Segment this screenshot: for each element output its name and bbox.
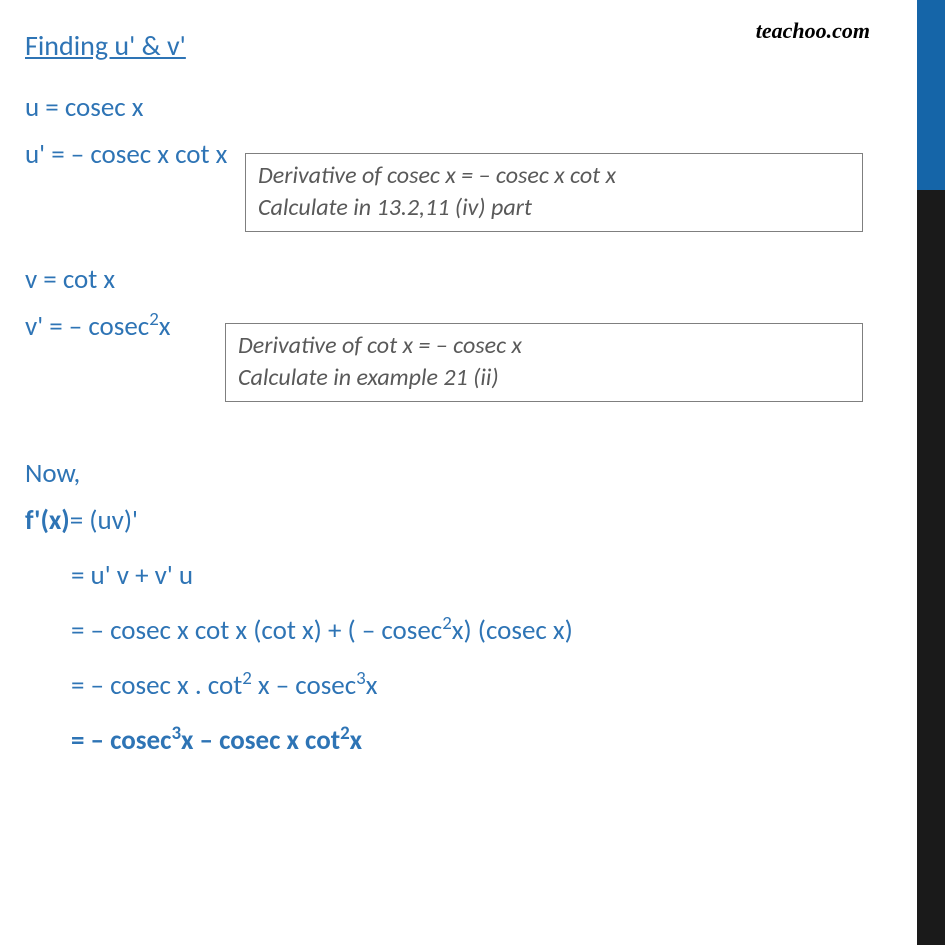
step2-c: x) (cosec x) — [452, 614, 573, 647]
section-heading: Finding u' & v' — [25, 28, 895, 63]
v-deriv-post: x — [159, 310, 171, 343]
fprime-lhs: f'(x) — [25, 504, 70, 537]
note2-line2: Calculate in example 21 (ii) — [238, 362, 850, 394]
step4-e: x — [350, 724, 362, 757]
step3-a: = – cosec x . cot — [71, 669, 242, 702]
step4-d: 2 — [340, 722, 350, 745]
step2-b: 2 — [442, 612, 452, 635]
fprime-line: f'(x) = (uv)' — [25, 504, 895, 537]
step-3: = – cosec x . cot2 x – cosec3x — [25, 669, 895, 702]
step3-e: x — [366, 669, 378, 702]
fprime-rhs: = (uv)' — [70, 504, 138, 537]
step3-d: 3 — [356, 667, 366, 690]
note-box-cot: Derivative of cot x = – cosec x Calculat… — [225, 323, 863, 402]
step2-a: = – cosec x cot x (cot x) + ( – cosec — [71, 614, 442, 647]
step3-b: 2 — [242, 667, 252, 690]
step-1: = u' v + v' u — [25, 559, 895, 592]
step-4-final: = – cosec3x – cosec x cot2x — [25, 724, 895, 757]
v-definition: v = cot x — [25, 263, 895, 296]
note1-line2: Calculate in 13.2,11 (iv) part — [258, 192, 850, 224]
now-label: Now, — [25, 457, 895, 490]
v-deriv-sup: 2 — [149, 308, 159, 331]
step4-a: = – cosec — [71, 724, 171, 757]
step3-c: x – cosec — [252, 669, 356, 702]
u-definition: u = cosec x — [25, 91, 895, 124]
sidebar-accent-blue — [917, 0, 945, 190]
sidebar-accent-dark — [917, 190, 945, 945]
document-body: Finding u' & v' u = cosec x u' = – cosec… — [25, 28, 895, 771]
note-box-cosec: Derivative of cosec x = – cosec x cot x … — [245, 153, 863, 232]
note2-line1: Derivative of cot x = – cosec x — [238, 330, 850, 362]
step4-b: 3 — [171, 722, 181, 745]
note1-line1: Derivative of cosec x = – cosec x cot x — [258, 160, 850, 192]
v-deriv-pre: v' = – cosec — [25, 310, 149, 343]
step-2: = – cosec x cot x (cot x) + ( – cosec2x)… — [25, 614, 895, 647]
step4-c: x – cosec x cot — [181, 724, 340, 757]
